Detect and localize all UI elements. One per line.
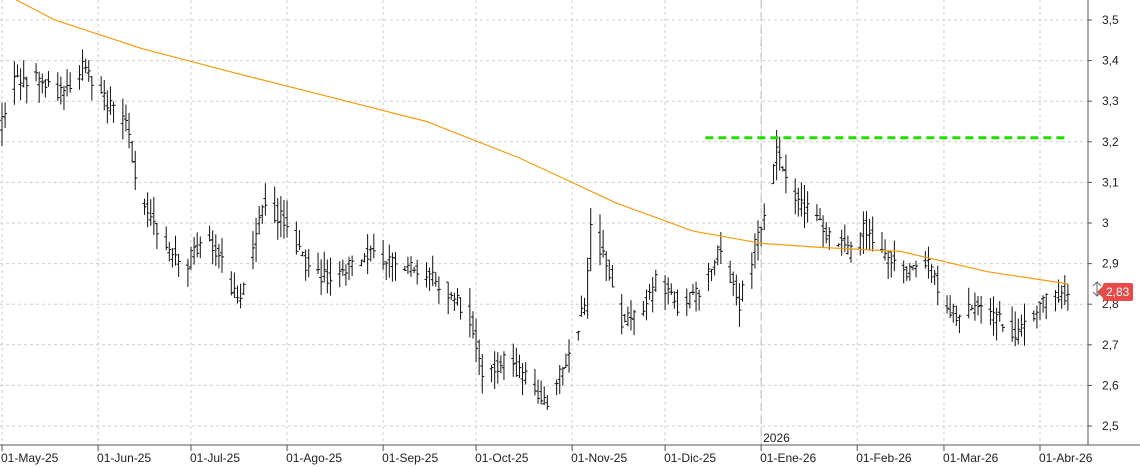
year-label: 2026 [763,431,790,445]
x-tick-label: 01-Jun-25 [97,451,151,465]
x-tick-label: 01-Oct-25 [475,451,529,465]
y-tick-label: 2,7 [1102,338,1119,352]
y-tick-label: 3,5 [1102,13,1119,27]
x-tick-label: 01-Mar-26 [943,451,999,465]
x-tick-label: 01-Nov-25 [571,451,627,465]
x-axis-ticks: 01-May-25 01-Jun-25 01-Jul-25 01-Ago-25 01-S… [1,445,1093,465]
x-tick-label: 01-Dic-25 [664,451,716,465]
last-price-label: 2,83 [1106,285,1130,299]
x-tick-label: 01-Jul-25 [190,451,240,465]
x-tick-label: 01-Ago-25 [286,451,342,465]
last-price-arrow [1097,286,1103,299]
horizontal-gridlines [0,19,1088,427]
x-tick-label: 01-Abr-26 [1039,451,1093,465]
y-tick-label: 3,4 [1102,54,1119,68]
x-tick-label: 01-May-25 [1,451,59,465]
x-tick-label: 01-Sep-25 [382,451,438,465]
y-tick-label: 2,9 [1102,257,1119,271]
ohlc-bars [0,49,1070,410]
y-tick-label: 2,6 [1102,378,1119,392]
last-price-badge: 2,83 [1097,283,1133,302]
x-tick-label: 01-Feb-26 [856,451,912,465]
y-tick-label: 3,2 [1102,135,1119,149]
y-tick-label: 3 [1102,216,1109,230]
last-price-box [1103,283,1133,302]
moving-average-line [15,0,1068,285]
scroll-cursor-icon [1092,281,1102,297]
y-tick-label: 3,1 [1102,175,1119,189]
y-axis-ticks: 3,53,43,33,23,132,92,82,72,62,5 [1088,13,1119,433]
y-tick-label: 2,5 [1102,419,1119,433]
x-tick-label: 01-Ene-26 [760,451,816,465]
y-tick-label: 3,3 [1102,94,1119,108]
